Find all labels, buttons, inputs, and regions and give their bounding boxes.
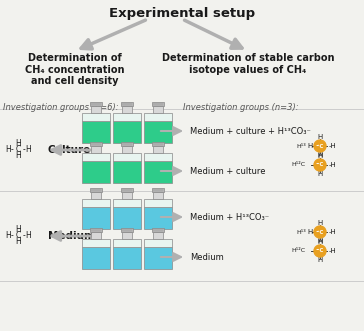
Text: -: - xyxy=(11,146,13,155)
Text: ¹³C: ¹³C xyxy=(316,229,324,234)
Text: H: H xyxy=(25,231,31,241)
Text: H: H xyxy=(15,225,21,234)
Text: C: C xyxy=(15,231,21,241)
Polygon shape xyxy=(82,161,110,183)
Polygon shape xyxy=(82,247,110,269)
Polygon shape xyxy=(144,239,172,247)
Polygon shape xyxy=(144,121,172,143)
Polygon shape xyxy=(90,102,102,106)
Text: H: H xyxy=(317,239,323,245)
Text: H: H xyxy=(307,143,313,149)
Text: Medium: Medium xyxy=(48,231,95,241)
Circle shape xyxy=(314,140,326,152)
Text: H: H xyxy=(15,152,21,161)
Polygon shape xyxy=(113,113,141,121)
Polygon shape xyxy=(91,146,101,153)
Polygon shape xyxy=(153,106,163,113)
Text: H: H xyxy=(15,139,21,149)
Text: -H: -H xyxy=(329,248,337,254)
Polygon shape xyxy=(82,199,110,207)
Text: H: H xyxy=(317,152,323,158)
Text: H: H xyxy=(5,146,11,155)
Text: H: H xyxy=(317,153,323,159)
Polygon shape xyxy=(152,228,164,232)
Text: H¹²C: H¹²C xyxy=(292,163,306,167)
Polygon shape xyxy=(82,113,110,121)
Polygon shape xyxy=(91,232,101,239)
Polygon shape xyxy=(91,192,101,199)
Text: -: - xyxy=(23,146,25,155)
Text: H: H xyxy=(25,146,31,155)
Polygon shape xyxy=(90,228,102,232)
Text: Determination of
CH₄ concentration
and cell density: Determination of CH₄ concentration and c… xyxy=(25,53,125,86)
Text: C: C xyxy=(15,146,21,155)
Text: H: H xyxy=(5,231,11,241)
Text: Determination of stable carbon
isotope values of CH₄: Determination of stable carbon isotope v… xyxy=(162,53,334,74)
Text: -: - xyxy=(23,231,25,241)
Polygon shape xyxy=(113,161,141,183)
Text: H: H xyxy=(15,238,21,247)
Text: H: H xyxy=(317,134,323,140)
Text: H: H xyxy=(317,257,323,263)
Polygon shape xyxy=(122,192,132,199)
Polygon shape xyxy=(82,207,110,229)
Text: H¹³: H¹³ xyxy=(296,229,306,234)
Text: H¹²C: H¹²C xyxy=(292,249,306,254)
Text: H: H xyxy=(317,171,323,177)
Text: Medium + H¹³CO₃⁻: Medium + H¹³CO₃⁻ xyxy=(190,213,269,221)
Polygon shape xyxy=(153,146,163,153)
Polygon shape xyxy=(90,188,102,192)
Text: Culture: Culture xyxy=(48,145,91,155)
Polygon shape xyxy=(144,113,172,121)
Text: Medium: Medium xyxy=(190,253,224,261)
Polygon shape xyxy=(153,192,163,199)
Polygon shape xyxy=(82,121,110,143)
Polygon shape xyxy=(144,199,172,207)
Text: -: - xyxy=(11,231,13,241)
Text: Investigation groups (n=6):: Investigation groups (n=6): xyxy=(3,103,119,112)
Text: H: H xyxy=(317,238,323,244)
Polygon shape xyxy=(122,232,132,239)
Polygon shape xyxy=(113,153,141,161)
Circle shape xyxy=(314,226,326,238)
Polygon shape xyxy=(90,142,102,146)
Polygon shape xyxy=(113,207,141,229)
Polygon shape xyxy=(121,188,133,192)
Text: Medium + culture: Medium + culture xyxy=(190,166,265,175)
Polygon shape xyxy=(152,102,164,106)
Text: H: H xyxy=(307,229,313,235)
Polygon shape xyxy=(113,239,141,247)
Polygon shape xyxy=(113,121,141,143)
Text: H: H xyxy=(317,220,323,226)
Polygon shape xyxy=(113,199,141,207)
Circle shape xyxy=(314,159,326,171)
Polygon shape xyxy=(152,142,164,146)
Polygon shape xyxy=(121,102,133,106)
Text: H¹³: H¹³ xyxy=(296,144,306,149)
Text: -H: -H xyxy=(329,162,337,168)
Polygon shape xyxy=(82,239,110,247)
Polygon shape xyxy=(153,232,163,239)
Polygon shape xyxy=(121,142,133,146)
Polygon shape xyxy=(152,188,164,192)
Polygon shape xyxy=(144,247,172,269)
Polygon shape xyxy=(113,247,141,269)
Polygon shape xyxy=(122,146,132,153)
Text: ¹²C: ¹²C xyxy=(316,163,324,167)
Polygon shape xyxy=(91,106,101,113)
Text: Experimental setup: Experimental setup xyxy=(109,7,255,20)
Polygon shape xyxy=(144,153,172,161)
Polygon shape xyxy=(82,153,110,161)
Text: Investigation groups (n=3):: Investigation groups (n=3): xyxy=(183,103,298,112)
Polygon shape xyxy=(121,228,133,232)
Text: -H: -H xyxy=(329,143,337,149)
Polygon shape xyxy=(144,161,172,183)
Text: Medium + culture + H¹³CO₃⁻: Medium + culture + H¹³CO₃⁻ xyxy=(190,126,311,135)
Text: ¹³C: ¹³C xyxy=(316,144,324,149)
Polygon shape xyxy=(122,106,132,113)
Text: ¹²C: ¹²C xyxy=(316,249,324,254)
Text: -H: -H xyxy=(329,229,337,235)
Polygon shape xyxy=(144,207,172,229)
Circle shape xyxy=(314,245,326,257)
